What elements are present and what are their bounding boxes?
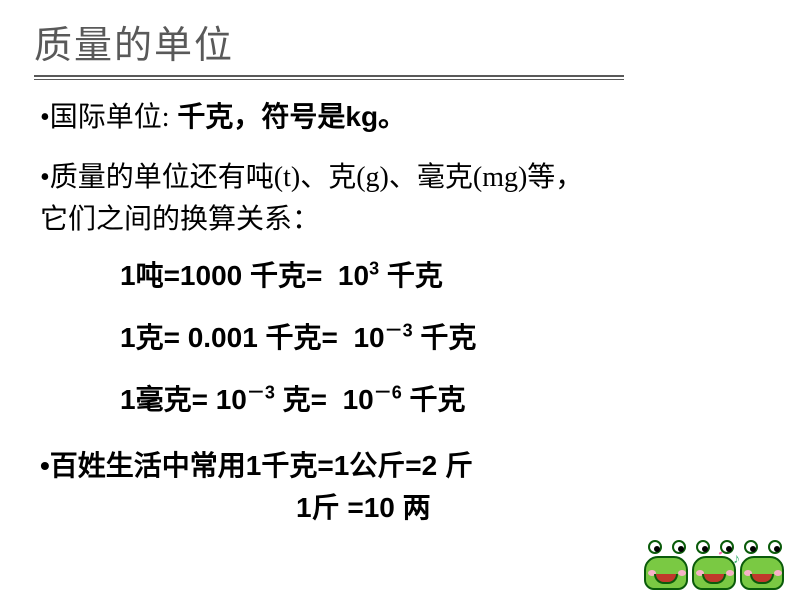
conversion-equations: 1吨=1000 千克= 103 千克 1克= 0.001 千克= 10－3 千克… [40, 255, 754, 421]
bullet2-line2: 它们之间的换算关系： [40, 204, 320, 235]
eq3-exp2: －6 [374, 383, 402, 403]
eq2-exponent: －3 [385, 321, 413, 341]
eq3-right: 千克 [402, 384, 466, 415]
eq2-base: 10 [353, 322, 384, 353]
bullet2-line1: •质量的单位还有吨(t)、克(g)、毫克(mg)等， [40, 162, 583, 193]
bullet-international-unit: •国际单位: 千克，符号是kg。 [40, 96, 754, 139]
eq1-right: 千克 [379, 260, 443, 291]
equation-milligram: 1毫克= 10－3 克= 10－6 千克 [120, 379, 754, 421]
eq3-left: 1毫克= [120, 384, 216, 415]
frog-icon [740, 540, 786, 590]
frog-icon [692, 540, 738, 590]
eq3-mid: 克= [275, 384, 327, 415]
eq1-exponent: 3 [369, 259, 379, 279]
equation-ton: 1吨=1000 千克= 103 千克 [120, 255, 754, 297]
bullet1-bold: 千克，符号是kg。 [170, 101, 406, 132]
common-usage-line1: •百姓生活中常用1千克=1公斤=2 斤 [40, 445, 754, 487]
title-block: 质量的单位 [0, 0, 794, 80]
content-area: •国际单位: 千克，符号是kg。 •质量的单位还有吨(t)、克(g)、毫克(mg… [0, 80, 794, 529]
eq3-base1: 10 [216, 384, 247, 415]
equation-gram: 1克= 0.001 千克= 10－3 千克 [120, 317, 754, 359]
common-usage-line2: 1斤 =10 两 [40, 487, 754, 529]
eq3-base2: 10 [343, 384, 374, 415]
eq1-left: 1吨=1000 千克= [120, 260, 322, 291]
bullet-other-units: •质量的单位还有吨(t)、克(g)、毫克(mg)等， 它们之间的换算关系： [40, 157, 754, 241]
frog-decoration [644, 540, 786, 590]
title-underline-thick [34, 75, 624, 77]
frog-icon [644, 540, 690, 590]
eq1-base: 10 [338, 260, 369, 291]
eq2-left: 1克= 0.001 千克= [120, 322, 338, 353]
bullet1-prefix: •国际单位: [40, 102, 170, 133]
eq3-exp1: －3 [247, 383, 275, 403]
eq2-right: 千克 [413, 322, 477, 353]
slide-title: 质量的单位 [34, 14, 794, 69]
